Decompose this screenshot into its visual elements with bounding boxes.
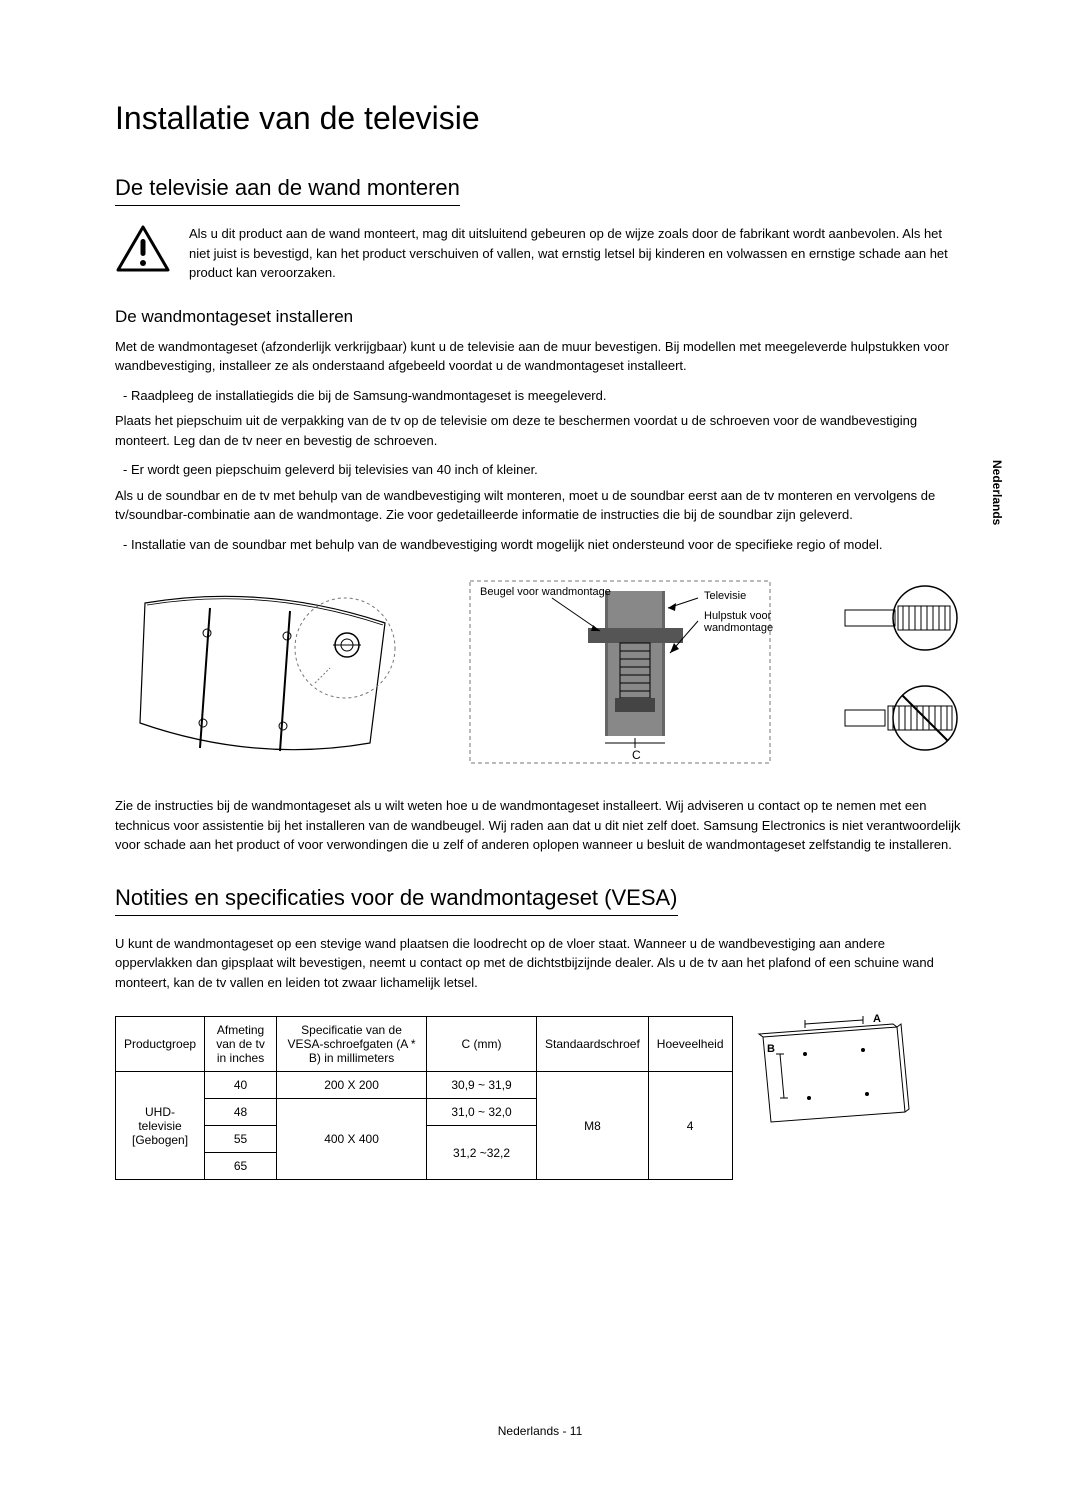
table-cell: 400 X 400 <box>277 1099 427 1180</box>
list-item: Raadpleeg de installatiegids die bij de … <box>123 386 965 406</box>
warning-icon <box>115 224 171 279</box>
table-cell: 31,2 ~32,2 <box>427 1126 537 1180</box>
body-text: Zie de instructies bij de wandmontageset… <box>115 796 965 855</box>
diagram-label-c: C <box>632 748 641 762</box>
diagram-screw-icons <box>825 578 965 768</box>
table-cell: 55 <box>205 1126 277 1153</box>
mount-diagram: C Beugel voor wandmontage Televisie Hulp… <box>115 568 965 778</box>
svg-text:Televisie: Televisie <box>704 590 746 602</box>
body-text: U kunt de wandmontageset op een stevige … <box>115 934 965 993</box>
col-header: Specificatie van de VESA-schroefgaten (A… <box>277 1017 427 1072</box>
page-footer: Nederlands - 11 <box>0 1424 1080 1438</box>
svg-text:A: A <box>873 1013 881 1025</box>
warning-block: Als u dit product aan de wand monteert, … <box>115 224 965 293</box>
svg-text:Hulpstuk voorwandmontage: Hulpstuk voorwandmontage <box>703 610 773 634</box>
vesa-dimension-diagram: A B <box>745 1002 915 1147</box>
section2-heading: Notities en specificaties voor de wandmo… <box>115 885 678 916</box>
col-header: Afmeting van de tv in inches <box>205 1017 277 1072</box>
table-cell: 200 X 200 <box>277 1072 427 1099</box>
col-header: Hoeveelheid <box>648 1017 732 1072</box>
svg-text:Beugel voor wandmontage: Beugel voor wandmontage <box>480 586 611 598</box>
col-header: Productgroep <box>116 1017 205 1072</box>
body-text: Als u de soundbar en de tv met behulp va… <box>115 486 965 525</box>
col-header: Standaardschroef <box>537 1017 649 1072</box>
col-header: C (mm) <box>427 1017 537 1072</box>
diagram-cross-section: C Beugel voor wandmontage Televisie Hulp… <box>460 573 780 773</box>
section1-subheading: De wandmontageset installeren <box>115 307 965 327</box>
table-cell: 48 <box>205 1099 277 1126</box>
table-cell: 65 <box>205 1153 277 1180</box>
list-item: Er wordt geen piepschuim geleverd bij te… <box>123 460 965 480</box>
warning-text: Als u dit product aan de wand monteert, … <box>189 224 965 283</box>
diagram-tv-bracket <box>115 573 415 773</box>
table-cell: 4 <box>648 1072 732 1180</box>
table-cell: M8 <box>537 1072 649 1180</box>
table-cell: UHD-televisie [Gebogen] <box>116 1072 205 1180</box>
svg-text:B: B <box>767 1043 775 1055</box>
page-title: Installatie van de televisie <box>115 100 965 137</box>
vesa-table: Productgroep Afmeting van de tv in inche… <box>115 1016 733 1180</box>
language-tab: Nederlands <box>990 460 1004 525</box>
section1-heading: De televisie aan de wand monteren <box>115 175 460 206</box>
list-item: Installatie van de soundbar met behulp v… <box>123 535 965 555</box>
body-text: Plaats het piepschuim uit de verpakking … <box>115 411 965 450</box>
table-cell: 30,9 ~ 31,9 <box>427 1072 537 1099</box>
table-cell: 40 <box>205 1072 277 1099</box>
body-text: Met de wandmontageset (afzonderlijk verk… <box>115 337 965 376</box>
table-cell: 31,0 ~ 32,0 <box>427 1099 537 1126</box>
